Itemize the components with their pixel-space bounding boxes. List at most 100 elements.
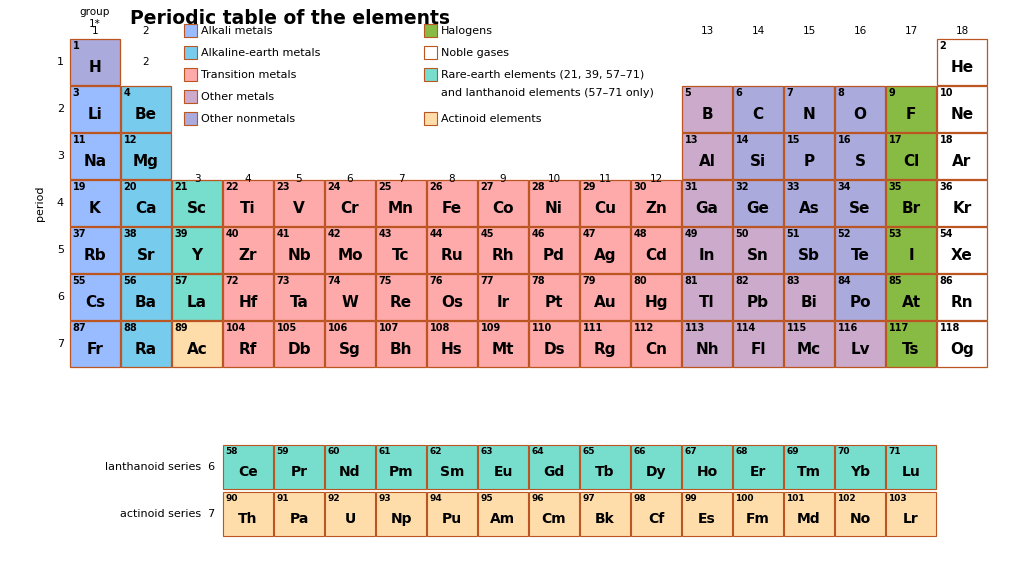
Text: Sg: Sg xyxy=(339,342,360,357)
Text: 47: 47 xyxy=(583,229,596,239)
Bar xyxy=(478,321,528,367)
Bar xyxy=(70,227,120,273)
Bar xyxy=(631,321,681,367)
Text: 85: 85 xyxy=(889,276,902,286)
Text: Mn: Mn xyxy=(388,201,414,216)
Bar xyxy=(70,274,120,320)
Text: Pd: Pd xyxy=(543,248,565,263)
Text: 91: 91 xyxy=(276,494,289,503)
Text: 25: 25 xyxy=(379,182,392,192)
Text: Mt: Mt xyxy=(492,342,514,357)
Bar xyxy=(631,445,681,489)
Bar xyxy=(184,90,197,103)
Text: S: S xyxy=(854,154,865,169)
Text: He: He xyxy=(950,60,974,75)
Text: 69: 69 xyxy=(786,447,799,456)
Text: Bk: Bk xyxy=(595,512,614,526)
Text: 9: 9 xyxy=(500,174,506,185)
Text: Pu: Pu xyxy=(442,512,462,526)
Bar xyxy=(427,492,477,536)
Text: 64: 64 xyxy=(531,447,544,456)
Text: 39: 39 xyxy=(174,229,188,239)
Bar xyxy=(274,492,324,536)
Text: Periodic table of the elements: Periodic table of the elements xyxy=(130,9,450,28)
Text: Ne: Ne xyxy=(950,107,974,122)
Text: Cs: Cs xyxy=(85,295,105,310)
Bar xyxy=(274,227,324,273)
Text: 21: 21 xyxy=(174,182,188,192)
Text: 6: 6 xyxy=(347,174,353,185)
Text: 8: 8 xyxy=(449,174,456,185)
Text: Am: Am xyxy=(490,512,515,526)
Text: Ir: Ir xyxy=(497,295,510,310)
Bar xyxy=(424,68,437,81)
Text: 15: 15 xyxy=(803,26,816,36)
Bar xyxy=(580,180,630,226)
Bar xyxy=(529,180,579,226)
Text: 82: 82 xyxy=(735,276,750,286)
Bar xyxy=(121,321,171,367)
Text: 105: 105 xyxy=(276,323,297,333)
Text: 112: 112 xyxy=(634,323,653,333)
Text: 27: 27 xyxy=(480,182,494,192)
Bar xyxy=(376,492,426,536)
Text: 116: 116 xyxy=(838,323,858,333)
Text: Xe: Xe xyxy=(951,248,973,263)
Text: 1: 1 xyxy=(57,57,63,67)
Text: In: In xyxy=(698,248,715,263)
Text: 67: 67 xyxy=(684,447,697,456)
Text: Rare-earth elements (21, 39, 57–71): Rare-earth elements (21, 39, 57–71) xyxy=(441,69,644,79)
Bar xyxy=(172,274,222,320)
Bar xyxy=(886,492,936,536)
Text: 32: 32 xyxy=(735,182,749,192)
Text: 37: 37 xyxy=(73,229,86,239)
Bar xyxy=(835,227,885,273)
Text: 58: 58 xyxy=(225,447,238,456)
Text: 4: 4 xyxy=(124,88,130,98)
Text: 103: 103 xyxy=(889,494,907,503)
Text: Zr: Zr xyxy=(239,248,257,263)
Text: 5: 5 xyxy=(296,174,302,185)
Text: N: N xyxy=(803,107,815,122)
Text: 74: 74 xyxy=(328,276,341,286)
Bar xyxy=(835,445,885,489)
Text: K: K xyxy=(89,201,101,216)
Text: Ac: Ac xyxy=(186,342,208,357)
Bar xyxy=(325,274,375,320)
Text: Li: Li xyxy=(88,107,102,122)
Bar xyxy=(184,46,197,59)
Bar xyxy=(121,274,171,320)
Bar xyxy=(733,274,783,320)
Text: 48: 48 xyxy=(634,229,647,239)
Text: 6: 6 xyxy=(735,88,742,98)
Text: 101: 101 xyxy=(786,494,805,503)
Text: Kr: Kr xyxy=(952,201,972,216)
Text: 7: 7 xyxy=(397,174,404,185)
Bar xyxy=(325,445,375,489)
Text: 17: 17 xyxy=(904,26,918,36)
Bar xyxy=(376,227,426,273)
Bar xyxy=(835,492,885,536)
Text: 62: 62 xyxy=(429,447,442,456)
Bar xyxy=(835,321,885,367)
Text: 33: 33 xyxy=(786,182,800,192)
Text: Ds: Ds xyxy=(543,342,565,357)
Bar xyxy=(937,86,987,132)
Text: 84: 84 xyxy=(838,276,851,286)
Text: La: La xyxy=(187,295,207,310)
Text: Md: Md xyxy=(798,512,821,526)
Bar xyxy=(427,227,477,273)
Text: Rh: Rh xyxy=(492,248,514,263)
Text: Nh: Nh xyxy=(695,342,719,357)
Bar xyxy=(733,227,783,273)
Bar xyxy=(682,321,732,367)
Text: 5: 5 xyxy=(57,245,63,255)
Text: 4: 4 xyxy=(245,174,251,185)
Text: 61: 61 xyxy=(379,447,391,456)
Bar xyxy=(427,321,477,367)
Bar xyxy=(274,180,324,226)
Text: Al: Al xyxy=(698,154,716,169)
Text: 14: 14 xyxy=(752,26,765,36)
Text: 60: 60 xyxy=(328,447,340,456)
Text: 78: 78 xyxy=(531,276,545,286)
